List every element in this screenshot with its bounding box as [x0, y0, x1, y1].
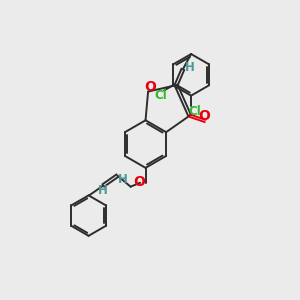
Text: H: H [98, 184, 108, 197]
Text: Cl: Cl [188, 105, 201, 118]
Text: O: O [145, 80, 156, 94]
Text: H: H [118, 173, 128, 186]
Text: O: O [134, 176, 146, 189]
Text: H: H [184, 61, 194, 74]
Text: O: O [199, 109, 211, 123]
Text: Cl: Cl [155, 89, 167, 102]
